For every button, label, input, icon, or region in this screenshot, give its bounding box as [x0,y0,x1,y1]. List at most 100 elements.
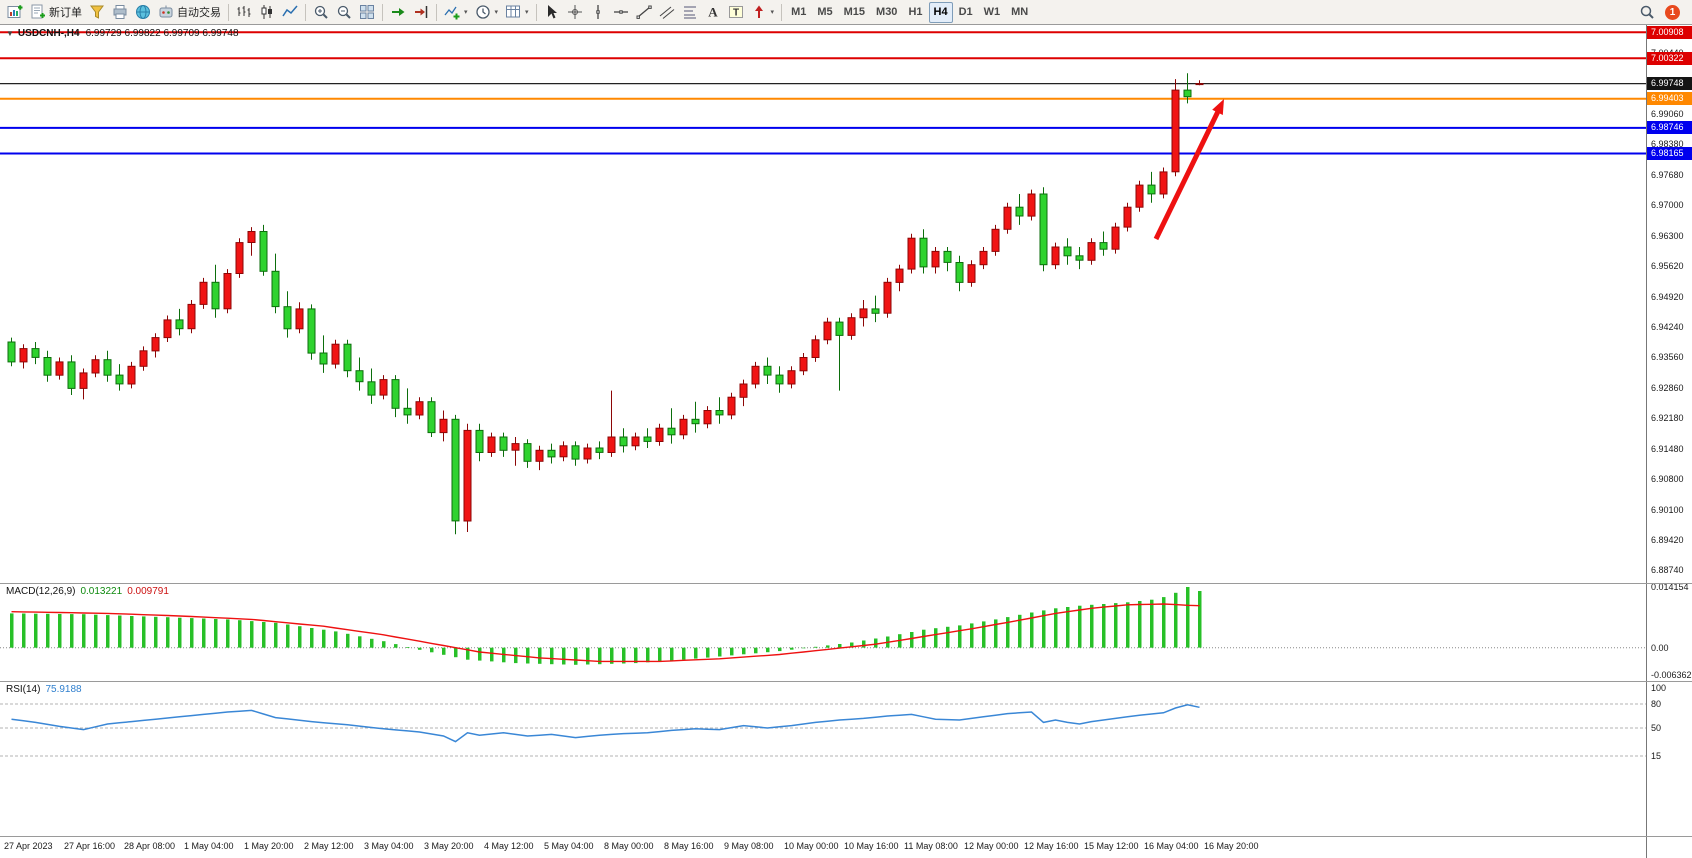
price-tick-label: 6.88740 [1651,565,1684,575]
tiles-icon [359,4,375,20]
rsi-line [11,704,1200,743]
dropdown-arrow-icon: ▾ [494,9,499,16]
timeframe-m5[interactable]: M5 [812,2,837,23]
macd-label: MACD(12,26,9) 0.013221 0.009791 [6,586,169,597]
trend-arrow [1153,99,1224,241]
autotrade-icon [158,4,174,20]
funnel-icon [89,4,105,20]
price-tick-label: 6.89420 [1651,534,1684,545]
time-label: 4 May 12:00 [484,841,534,851]
macd-signal-line [11,603,1200,663]
time-label: 11 May 08:00 [904,841,958,851]
line-chart-mode-button[interactable] [279,2,301,23]
search-button[interactable] [1636,2,1658,23]
axis-separator [0,836,1692,837]
channel-icon [659,4,675,20]
timeframe-d1[interactable]: D1 [954,2,978,23]
periods-button[interactable]: ▾ [472,2,502,23]
tile-windows-button[interactable] [356,2,378,23]
dropdown-arrow-icon: ▾ [464,9,468,16]
time-label: 12 May 16:00 [1024,841,1079,851]
toolbar-separator [228,3,229,21]
price-tick-label: 6.94240 [1651,321,1684,332]
svg-text:A: A [708,5,718,20]
autoscroll-icon [390,4,406,20]
timeframe-mn[interactable]: MN [1006,2,1033,23]
auto-trading-button[interactable]: 自动交易 [155,2,224,23]
indicator-plus-icon [444,4,460,20]
linechart-icon [282,4,298,20]
text-label-button[interactable]: T [725,2,747,23]
hline-icon [613,4,629,20]
new-chart-button[interactable] [4,2,26,23]
zoom-out-button[interactable] [333,2,355,23]
macd-histogram [10,587,1202,665]
price-tick-label: 6.94920 [1651,291,1684,302]
bar-chart-mode-button[interactable] [233,2,255,23]
rsi-label: RSI(14) 75.9188 [6,684,82,695]
market-watch-button[interactable] [86,2,108,23]
toolbar-separator [436,3,437,21]
timeframe-h4[interactable]: H4 [928,1,953,23]
ohlc-values: 6.99729 6.99822 6.99709 6.99748 [85,28,239,39]
toolbar-separator [535,3,537,21]
dropdown-arrow-icon: ▾ [525,9,529,16]
chart-shift-button[interactable] [410,2,432,23]
rsi-canvas[interactable] [0,682,1646,836]
fibonacci-button[interactable] [679,2,701,23]
panel-separator[interactable] [0,681,1692,682]
time-label: 1 May 04:00 [184,841,234,851]
time-axis[interactable]: 27 Apr 2023 27 Apr 16:00 28 Apr 08:00 1 May… [0,837,1646,858]
price-chart-panel[interactable]: ▼ USDCNH-,H4 6.99729 6.99822 6.99709 6.997… [0,25,1646,583]
horizontal-line-button[interactable] [610,2,632,23]
rsi-panel[interactable]: RSI(14) 75.9188 [0,682,1646,836]
print-icon [112,4,128,20]
crosshair-button[interactable] [564,2,586,23]
macd-canvas[interactable] [0,584,1646,681]
crosshair-icon [567,4,583,20]
panel-separator[interactable] [0,583,1692,584]
templates-button[interactable]: ▾ [502,2,532,23]
grid-icon [505,4,521,20]
notification-badge[interactable]: 1 [1665,4,1680,20]
text-t-icon: T [728,4,744,20]
trend-line-button[interactable] [633,2,655,23]
price-chart-canvas[interactable] [0,25,1646,583]
time-label: 9 May 08:00 [724,841,774,851]
channel-button[interactable] [656,2,678,23]
chart-print-button[interactable] [109,2,131,23]
indicators-button[interactable]: ▾ [441,2,471,23]
chart-title: ▼ USDCNH-,H4 6.99729 6.99822 6.99709 6.997… [6,28,239,39]
auto-scroll-button[interactable] [387,2,409,23]
bars-icon [236,4,252,20]
timeframe-m15[interactable]: M15 [839,2,870,23]
new-order-button[interactable]: 新订单 [27,2,85,23]
toolbar-separator [781,3,783,21]
globe-icon [135,4,151,20]
toolbar-separator [382,3,383,21]
zoom-in-icon [313,4,329,20]
arrows-button[interactable]: ▾ [748,2,778,23]
candle-chart-mode-button[interactable] [256,2,278,23]
navigator-button[interactable] [132,2,154,23]
vertical-line-button[interactable] [587,2,609,23]
button-label: 新订单 [49,7,82,19]
price-tick-label: 6.97680 [1651,169,1684,180]
cursor-icon [544,4,560,20]
dropdown-arrow-icon: ▾ [770,9,775,16]
price-scale[interactable]: 7.004406.997406.990606.983806.976806.970… [1646,25,1692,858]
timeframe-m30[interactable]: M30 [871,2,902,23]
macd-main-value: 0.013221 [80,586,123,597]
button-label: MN [1011,6,1029,18]
collapse-chart-icon[interactable]: ▼ [6,29,14,38]
text-button[interactable]: A [702,2,724,23]
timeframe-h1[interactable]: H1 [903,2,927,23]
svg-text:T: T [732,8,738,19]
zoom-in-button[interactable] [310,2,332,23]
timeframe-m1[interactable]: M1 [786,2,811,23]
chart-plus-icon [7,4,23,20]
macd-panel[interactable]: MACD(12,26,9) 0.013221 0.009791 [0,584,1646,681]
cursor-button[interactable] [541,2,563,23]
time-label: 15 May 12:00 [1084,841,1139,851]
timeframe-w1[interactable]: W1 [979,2,1006,23]
